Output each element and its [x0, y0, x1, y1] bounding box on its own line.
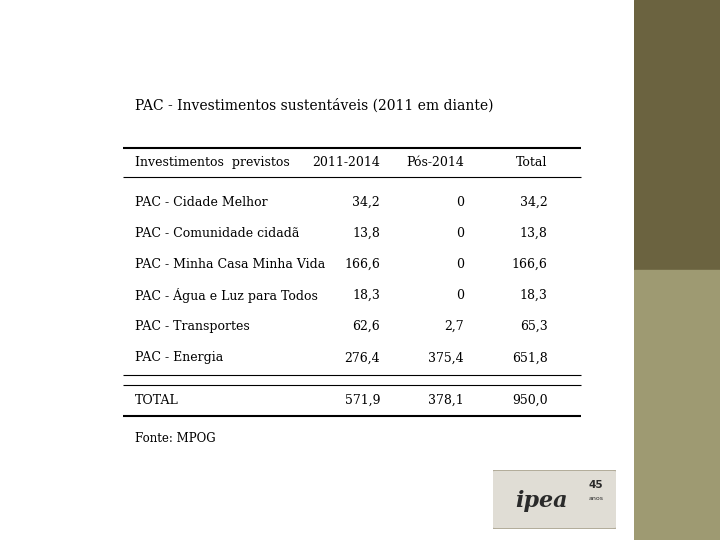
Text: 2011-2014: 2011-2014	[312, 156, 380, 169]
Text: PAC - Investimentos sustentáveis (2011 em diante): PAC - Investimentos sustentáveis (2011 e…	[135, 98, 493, 112]
Text: PAC - Transportes: PAC - Transportes	[135, 320, 249, 333]
Text: PAC - Cidade Melhor: PAC - Cidade Melhor	[135, 195, 267, 208]
Text: 34,2: 34,2	[352, 195, 380, 208]
Text: PAC - Minha Casa Minha Vida: PAC - Minha Casa Minha Vida	[135, 258, 325, 271]
Text: 62,6: 62,6	[352, 320, 380, 333]
FancyBboxPatch shape	[491, 470, 618, 529]
Text: 0: 0	[456, 195, 464, 208]
Text: 166,6: 166,6	[512, 258, 547, 271]
Text: Pós-2014: Pós-2014	[406, 156, 464, 169]
Text: 276,4: 276,4	[345, 352, 380, 365]
Text: 34,2: 34,2	[520, 195, 547, 208]
Text: 13,8: 13,8	[520, 227, 547, 240]
Text: 166,6: 166,6	[344, 258, 380, 271]
Text: ipea: ipea	[516, 490, 568, 512]
Text: PAC - Energia: PAC - Energia	[135, 352, 223, 365]
Text: anos: anos	[589, 496, 603, 501]
Text: 45: 45	[589, 480, 603, 490]
Text: 65,3: 65,3	[520, 320, 547, 333]
Bar	[634, 0, 720, 270]
Text: 375,4: 375,4	[428, 352, 464, 365]
Text: 18,3: 18,3	[352, 289, 380, 302]
Text: 0: 0	[456, 289, 464, 302]
Text: 0: 0	[456, 227, 464, 240]
Text: 651,8: 651,8	[512, 352, 547, 365]
Text: Investimentos  previstos: Investimentos previstos	[135, 156, 289, 169]
Text: 378,1: 378,1	[428, 394, 464, 407]
Text: 0: 0	[456, 258, 464, 271]
Bar	[634, 270, 720, 540]
Text: 13,8: 13,8	[352, 227, 380, 240]
Text: 18,3: 18,3	[520, 289, 547, 302]
Text: 2,7: 2,7	[444, 320, 464, 333]
Text: 571,9: 571,9	[345, 394, 380, 407]
Text: PAC - Comunidade cidadã: PAC - Comunidade cidadã	[135, 227, 299, 240]
Text: PAC - Água e Luz para Todos: PAC - Água e Luz para Todos	[135, 288, 318, 303]
Text: 950,0: 950,0	[512, 394, 547, 407]
Text: TOTAL: TOTAL	[135, 394, 179, 407]
Text: Fonte: MPOG: Fonte: MPOG	[135, 431, 215, 444]
Text: Total: Total	[516, 156, 547, 169]
